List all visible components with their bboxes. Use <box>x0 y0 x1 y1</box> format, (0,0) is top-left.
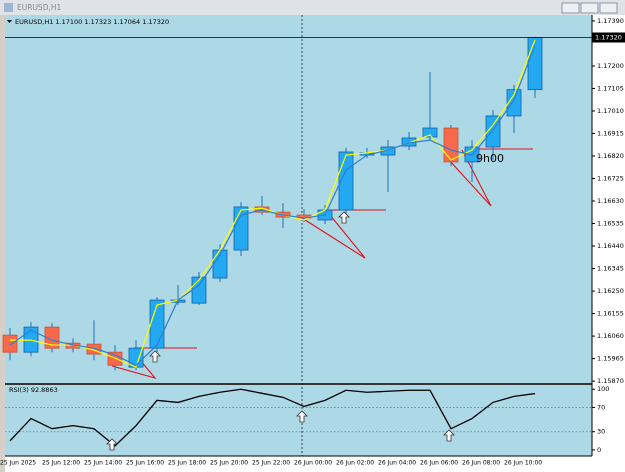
y-tick-label: 0 <box>597 446 601 454</box>
y-tick-label: 1.16820 <box>597 152 624 160</box>
y-tick-label: 30 <box>597 428 605 436</box>
y-tick-label: 1.16915 <box>597 129 624 137</box>
y-tick-label: 1.16345 <box>597 265 624 273</box>
candle-body <box>86 343 102 355</box>
x-tick-label: 26 Jun 06:00 <box>420 460 458 467</box>
candle-body <box>485 115 501 148</box>
candle-body <box>2 334 18 353</box>
y-tick-label: 1.16060 <box>597 332 624 340</box>
minimize-button[interactable] <box>561 2 580 14</box>
window-icon <box>4 3 13 12</box>
y-tick-label: 1.16535 <box>597 220 624 228</box>
y-tick-label: 1.16250 <box>597 287 624 295</box>
y-tick-label: 1.16630 <box>597 197 624 205</box>
y-tick-label: 1.16440 <box>597 242 624 250</box>
x-tick-label: 26 Jun 10:00 <box>504 460 542 467</box>
x-tick-label: 25 Jun 20:00 <box>210 460 248 467</box>
time-axis <box>5 456 592 472</box>
rsi-header: RSI(3) 92.8863 <box>9 386 58 394</box>
y-tick-label: 1.17105 <box>597 84 624 92</box>
indicator-line <box>10 39 536 368</box>
x-tick-label: 25 Jun 12:00 <box>42 460 80 467</box>
y-tick-label: 1.16725 <box>597 175 624 183</box>
candle-body <box>149 299 165 349</box>
annotation: 9h00 <box>476 152 504 165</box>
y-tick-label: 1.15870 <box>597 377 624 385</box>
y-tick-label: 70 <box>597 403 605 411</box>
rsi-plot <box>5 385 592 456</box>
last-price-box <box>592 32 625 43</box>
x-tick-label: 25 Jun 14:00 <box>84 460 122 467</box>
x-tick-label: 25 Jun 2025 <box>0 460 36 467</box>
x-tick-label: 26 Jun 02:00 <box>336 460 374 467</box>
last-price-label: 1.17320 <box>595 34 622 42</box>
restore-button[interactable] <box>580 2 599 14</box>
candle-body <box>191 276 207 304</box>
title-bar <box>0 0 625 15</box>
price-axis <box>592 15 625 472</box>
y-tick-label: 1.17200 <box>597 62 624 70</box>
candle-body <box>506 89 522 117</box>
dropdown-arrow[interactable] <box>7 20 12 23</box>
x-tick-label: 25 Jun 16:00 <box>126 460 164 467</box>
candle-body <box>338 151 354 211</box>
y-tick-label: 1.17010 <box>597 107 624 115</box>
close-button[interactable] <box>599 2 618 14</box>
rsi-line <box>9 388 536 447</box>
signal-drawings <box>111 148 533 380</box>
x-tick-label: 26 Jun 04:00 <box>378 460 416 467</box>
x-tick-label: 25 Jun 18:00 <box>168 460 206 467</box>
x-tick-label: 26 Jun 08:00 <box>462 460 500 467</box>
candle-body <box>422 127 438 138</box>
x-tick-label: 25 Jun 22:00 <box>252 460 290 467</box>
y-tick-label: 1.15965 <box>597 355 624 363</box>
candle-body <box>443 127 459 163</box>
signal-arrows <box>106 211 455 451</box>
x-tick-label: 26 Jun 00:00 <box>294 460 332 467</box>
indicator-line <box>9 44 536 366</box>
y-tick-label: 1.16155 <box>597 310 624 318</box>
chart-header: EURUSD,H1 1.17100 1.17323 1.17064 1.1732… <box>15 18 169 26</box>
window-title: EURUSD,H1 <box>17 3 61 12</box>
candle-body <box>44 326 60 349</box>
y-tick-label: 100 <box>597 385 609 393</box>
y-tick-label: 1.17390 <box>597 17 624 25</box>
main-plot <box>5 15 592 383</box>
